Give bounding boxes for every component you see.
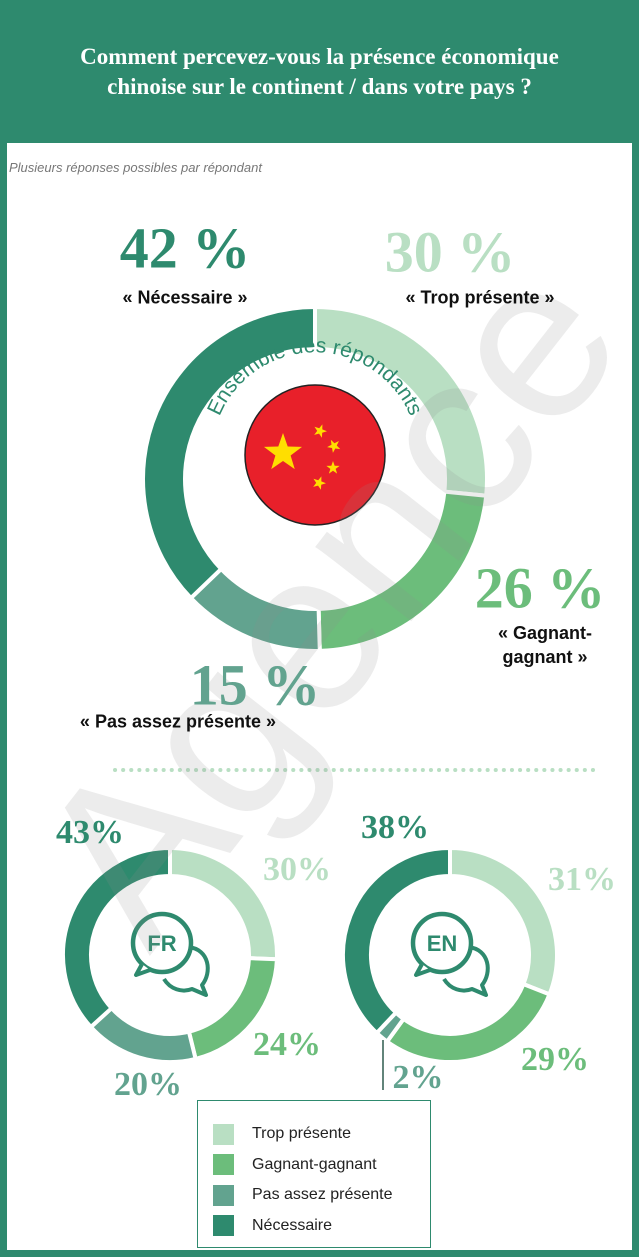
- donut-segment: [341, 845, 452, 1036]
- category-label: « Nécessaire »: [122, 287, 248, 308]
- subtitle: Plusieurs réponses possibles par réponda…: [9, 160, 262, 175]
- value-label: 43%: [56, 814, 124, 851]
- bubble-tail: [134, 963, 151, 977]
- flag-star: [313, 476, 326, 490]
- legend-swatch: [213, 1154, 234, 1176]
- bubble-tail: [414, 963, 431, 977]
- title: Comment percevez-vous la présence économ…: [80, 43, 559, 99]
- value-label: 26 %: [474, 555, 606, 621]
- flag-star: [327, 439, 341, 453]
- legend-label: Nécessaire: [252, 1216, 333, 1234]
- legend-label: Trop présente: [252, 1125, 352, 1143]
- bubble-back: [162, 945, 210, 997]
- bubble: [410, 911, 474, 975]
- legend-swatch: [213, 1123, 234, 1145]
- value-label: 42 %: [119, 215, 251, 281]
- center-label: EN: [427, 931, 458, 956]
- value-label: 29%: [521, 1041, 589, 1078]
- flag: [244, 384, 386, 526]
- legend-item: Gagnant-gagnant: [213, 1150, 430, 1181]
- value-label: 24%: [253, 1026, 321, 1063]
- category-label: « Trop présente »: [405, 287, 555, 308]
- flag-star: [263, 433, 303, 470]
- header: Comment percevez-vous la présence économ…: [7, 0, 632, 143]
- legend-item: Pas assez présente: [213, 1180, 430, 1211]
- legend-label: Pas assez présente: [252, 1186, 393, 1204]
- donut-segment: [141, 304, 317, 601]
- value-label: 30%: [263, 851, 331, 888]
- legend-swatch: [213, 1184, 234, 1206]
- legend: Trop présente Gagnant-gagnant Pas assez pr…: [197, 1100, 431, 1248]
- legend-item: Nécessaire: [213, 1211, 430, 1242]
- legend-swatch: [213, 1215, 234, 1237]
- value-label: 15 %: [189, 652, 321, 718]
- bubble-back: [442, 945, 490, 997]
- flag-star: [326, 461, 340, 474]
- center-label: FR: [147, 931, 176, 956]
- value-label: 20%: [114, 1066, 182, 1103]
- donut-segment: [448, 845, 559, 997]
- value-label: 30 %: [384, 219, 516, 285]
- category-label: « Pas assez présente »: [79, 711, 277, 732]
- donut-segment: [61, 845, 172, 1030]
- legend-item: Trop présente: [213, 1119, 430, 1150]
- value-label: 2%: [392, 1059, 444, 1096]
- flag-star: [314, 424, 327, 438]
- value-label: 38%: [361, 809, 429, 846]
- bubble: [130, 911, 194, 975]
- donut-segment: [88, 1005, 199, 1064]
- category-label: « Gagnant-gagnant »: [497, 623, 592, 667]
- value-label: 31%: [548, 861, 616, 898]
- legend-label: Gagnant-gagnant: [252, 1155, 377, 1173]
